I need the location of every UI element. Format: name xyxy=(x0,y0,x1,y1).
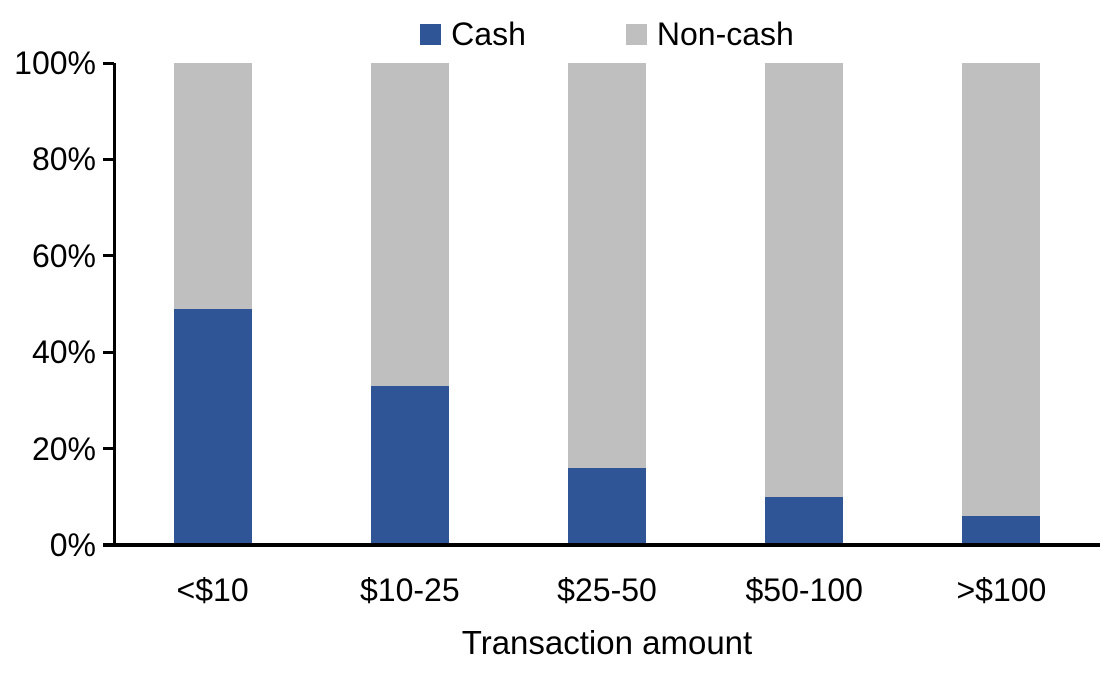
bar-segment-cash-1 xyxy=(370,385,449,545)
bar-segment-non-cash-2 xyxy=(568,63,646,468)
y-tick-label: 80% xyxy=(31,141,96,178)
y-tick-label: 60% xyxy=(31,237,96,274)
y-tick-mark xyxy=(103,61,114,65)
y-tick-label: 0% xyxy=(49,527,96,563)
y-tick-mark xyxy=(103,350,114,354)
legend-item-cash: Cash xyxy=(420,16,526,52)
x-axis-line xyxy=(103,543,1100,547)
y-tick-label: 20% xyxy=(31,430,96,467)
y-tick-label: 100% xyxy=(14,45,96,81)
y-tick-mark xyxy=(103,254,114,258)
legend-label-non-cash: Non-cash xyxy=(656,16,794,52)
x-tick-label: $25-50 xyxy=(557,572,657,608)
y-tick-mark xyxy=(103,447,114,451)
y-axis-line xyxy=(113,63,116,545)
bar-segment-non-cash-1 xyxy=(370,63,449,386)
chart-legend: Cash Non-cash xyxy=(114,16,1100,52)
legend-item-non-cash: Non-cash xyxy=(625,16,794,52)
x-axis-title: Transaction amount xyxy=(461,624,753,661)
x-tick-label: >$100 xyxy=(956,572,1047,608)
x-tick-label: $50-100 xyxy=(745,572,863,608)
bar-segment-non-cash-4 xyxy=(962,63,1041,517)
bar-segment-cash-3 xyxy=(765,496,844,545)
legend-swatch-cash-icon xyxy=(420,23,442,45)
bar-segment-non-cash-3 xyxy=(765,63,844,497)
x-tick-label: <$10 xyxy=(176,572,249,608)
bar-segment-cash-2 xyxy=(568,467,646,545)
bar-segment-cash-4 xyxy=(962,516,1041,545)
legend-label-cash: Cash xyxy=(451,16,526,52)
bar-segment-cash-0 xyxy=(173,308,252,545)
x-tick-label: $10-25 xyxy=(359,572,460,608)
y-tick-mark xyxy=(103,157,114,161)
bar-segment-non-cash-0 xyxy=(173,63,252,309)
legend-swatch-non-cash-icon xyxy=(625,23,647,45)
y-tick-label: 40% xyxy=(31,334,96,371)
